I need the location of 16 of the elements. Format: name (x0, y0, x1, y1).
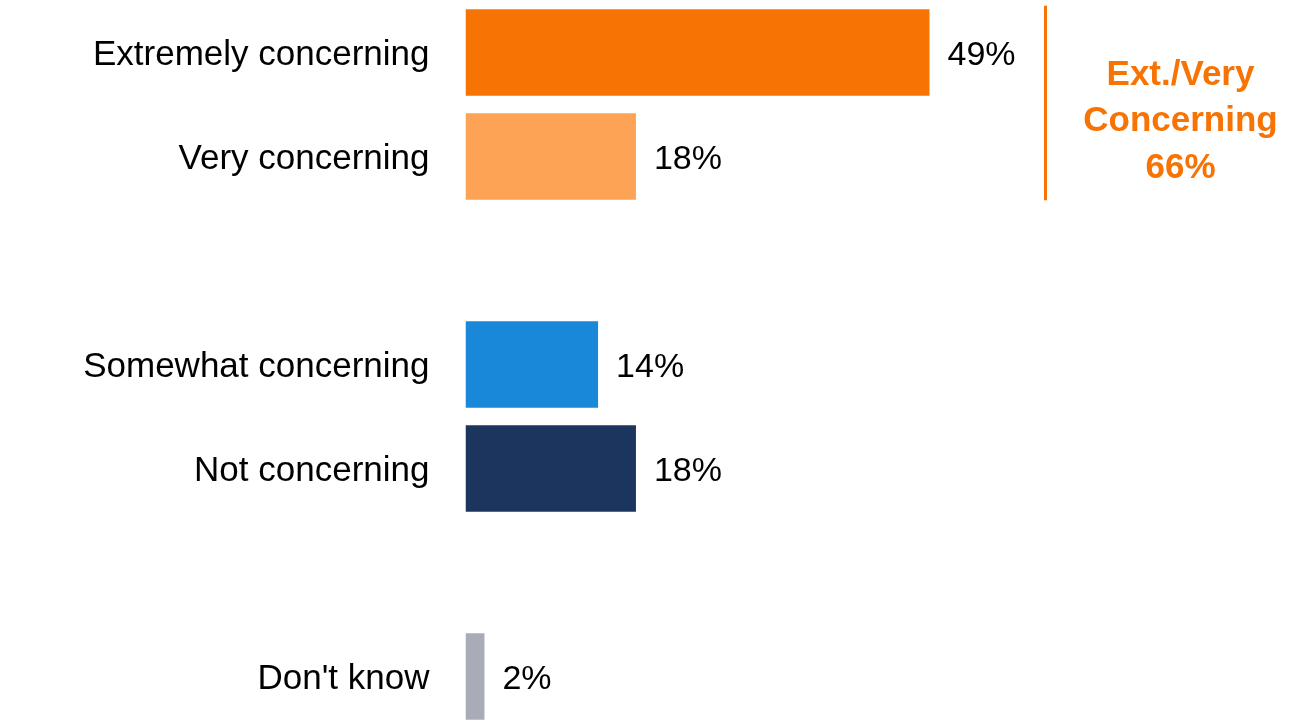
data-label: 14% (616, 345, 685, 384)
data-label: 18% (653, 449, 723, 488)
data-label: 49% (947, 33, 1016, 72)
y-tick-label: Somewhat concerning (83, 345, 430, 384)
y-tick-label: Very concerning (178, 137, 430, 176)
bar (465, 113, 636, 200)
bar (465, 633, 485, 720)
y-tick-label: Not concerning (194, 449, 430, 488)
y-tick-label: Don't know (257, 657, 431, 696)
data-label: 18% (653, 137, 723, 176)
y-tick-label: Extremely concerning (92, 33, 430, 72)
bar (465, 321, 599, 408)
data-label: 2% (502, 657, 552, 696)
text: Ext./Very Concerning 66% (1083, 52, 1278, 186)
bar (465, 9, 930, 96)
bar (465, 425, 636, 512)
